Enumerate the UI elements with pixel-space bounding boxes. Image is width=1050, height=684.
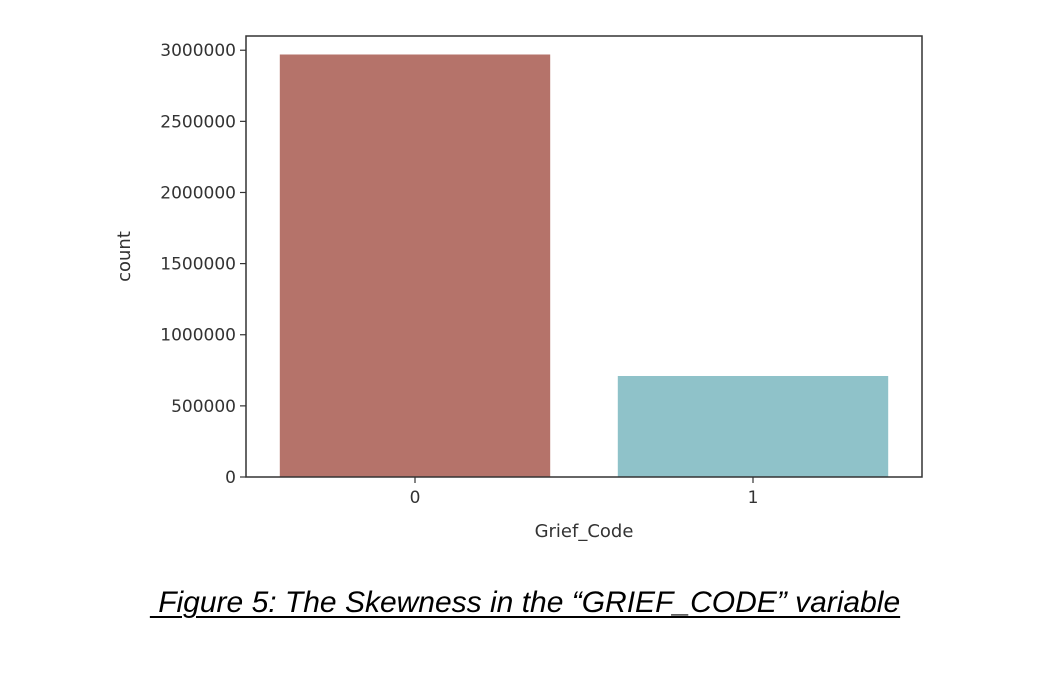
chart: 0 500000 1000000 1500000 2000000 2500000 30000… — [114, 35, 923, 542]
y-tick-label: 2500000 — [160, 112, 236, 132]
bar-1 — [617, 375, 889, 477]
y-tick-label: 0 — [225, 468, 236, 488]
y-axis-label: count — [114, 231, 135, 282]
y-tick-label: 2000000 — [160, 183, 236, 203]
y-tick-label: 3000000 — [160, 41, 236, 61]
x-tick-label: 1 — [748, 488, 759, 508]
bar-chart-svg: 0 500000 1000000 1500000 2000000 2500000 30000… — [114, 35, 923, 542]
figure-caption-text: Figure 5: The Skewness in the “GRIEF_COD… — [149, 586, 901, 619]
bars-group — [279, 54, 889, 477]
bar-0 — [279, 54, 551, 477]
y-tick-label: 1500000 — [160, 255, 236, 275]
x-tick-label: 0 — [410, 488, 421, 508]
y-tick-label: 500000 — [171, 397, 236, 417]
y-axis-ticks: 0 500000 1000000 1500000 2000000 2500000 30000… — [160, 41, 246, 488]
plot-frame — [245, 35, 923, 478]
y-tick-label: 1000000 — [160, 326, 236, 346]
figure-caption: Figure 5: The Skewness in the “GRIEF_COD… — [0, 586, 1050, 620]
x-axis-label: Grief_Code — [535, 521, 634, 542]
